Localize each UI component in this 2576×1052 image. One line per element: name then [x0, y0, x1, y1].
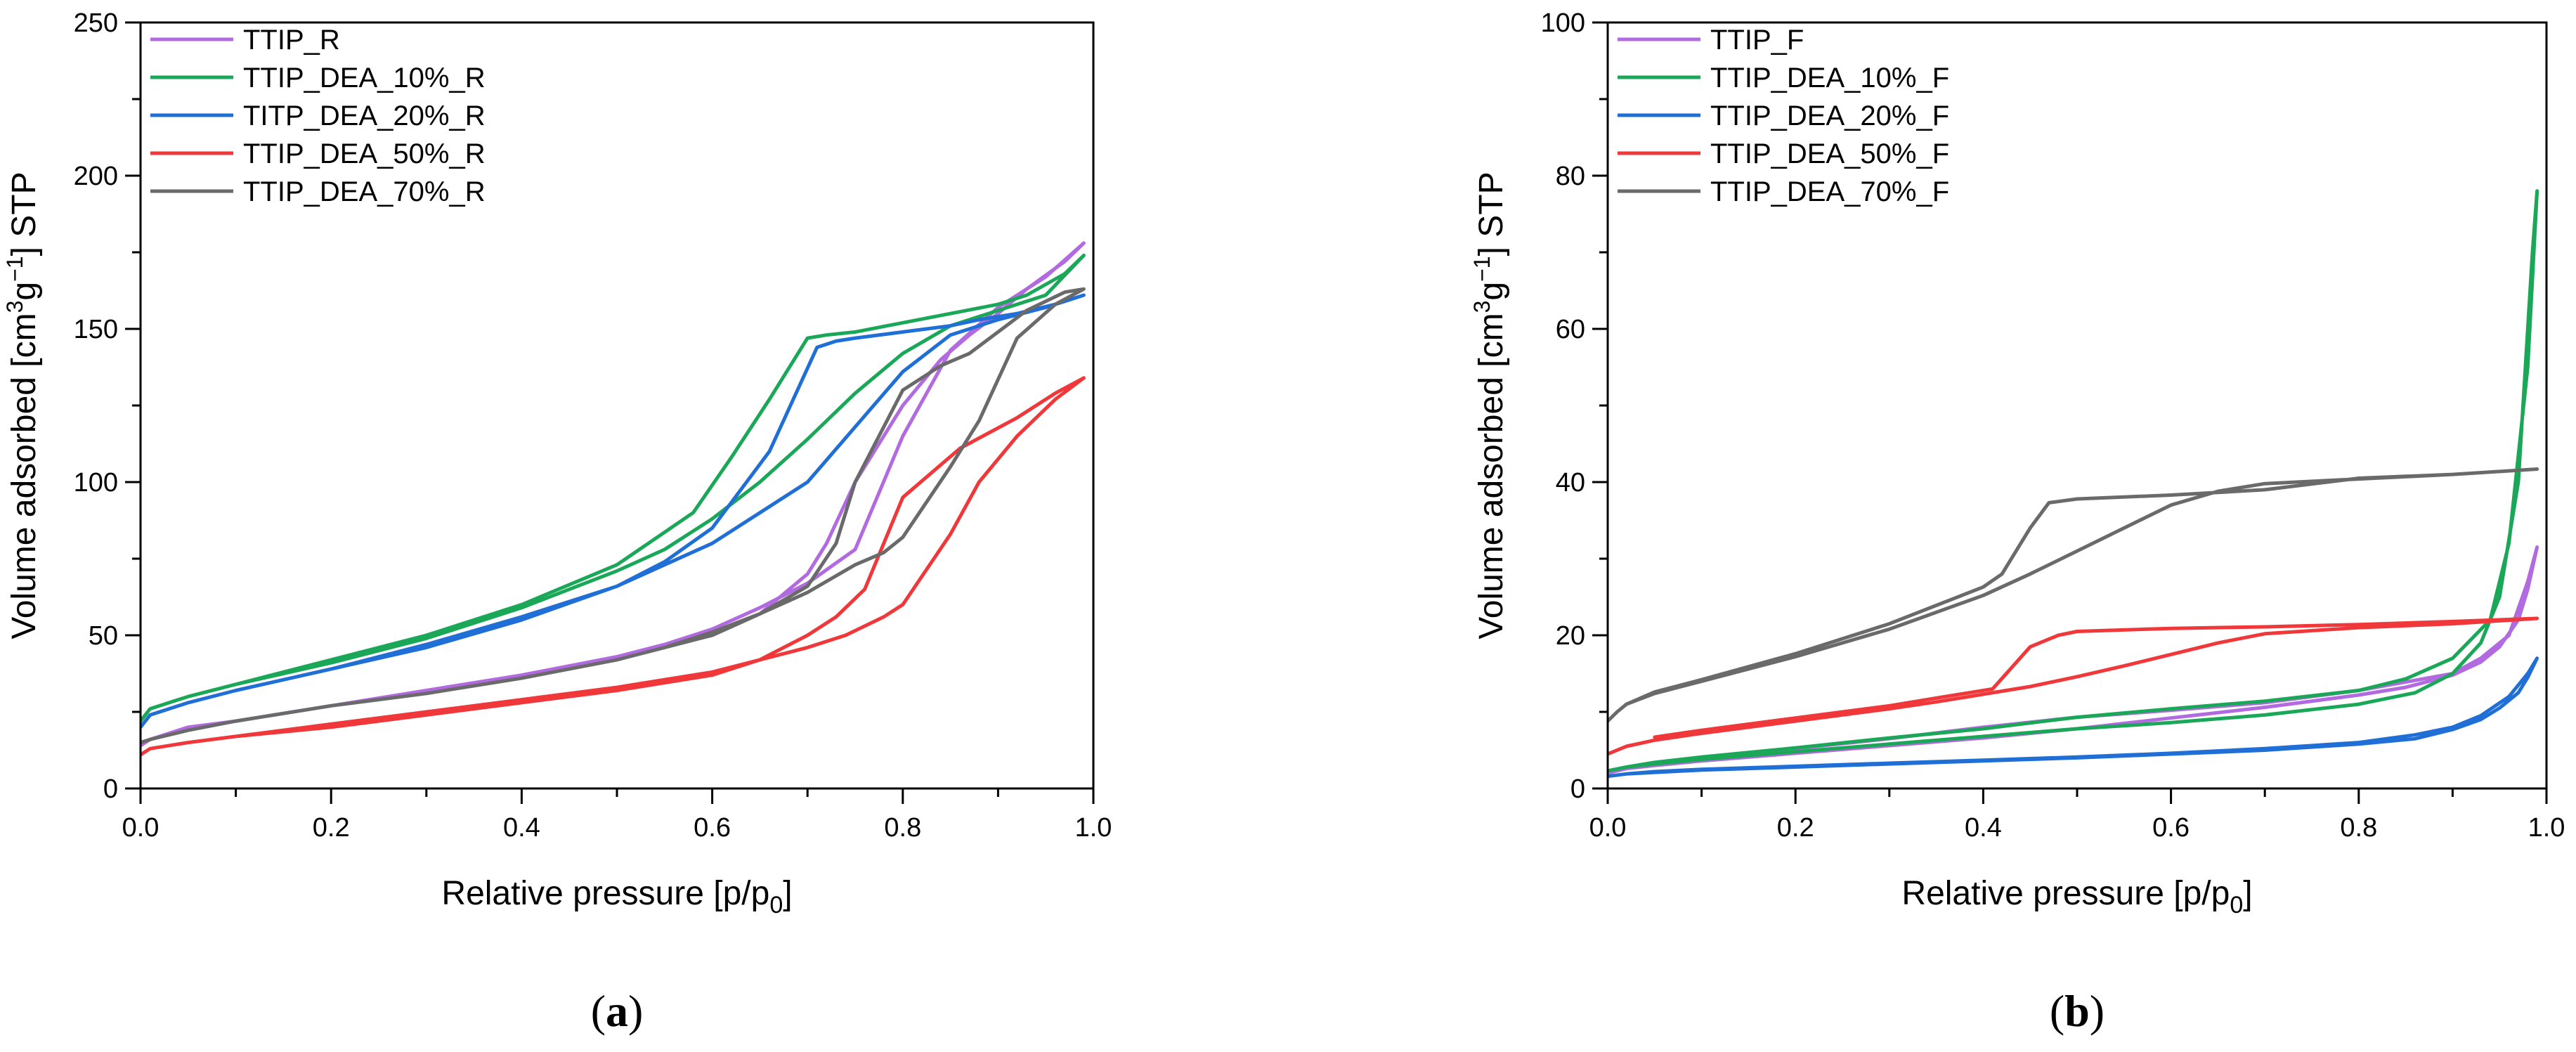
y-tick-label: 250	[74, 8, 118, 38]
x-axis-title: Relative pressure [p/p0]	[1901, 875, 2252, 918]
y-tick-label: 100	[1541, 8, 1585, 38]
chart-panel-a: 0.0 0.2 0.4 0.6 0.8 1.0 0 50 100 150 200 250 Relativ…	[2, 8, 1112, 1036]
series-line-TTIP_DEA_70%_R	[141, 287, 1086, 745]
x-tick-label: 0.8	[2340, 813, 2377, 843]
y-axis-title: Volume adsorbed [cm3g−1] STP	[1469, 171, 1510, 639]
legend-label-TITP_DEA_20%_R: TITP_DEA_20%_R	[243, 100, 486, 131]
legend: TTIP_R TTIP_DEA_10%_R TITP_DEA_20%_R TTIP_D…	[150, 25, 486, 207]
x-axis-title: Relative pressure [p/p0]	[441, 875, 792, 918]
x-tick-label: 0.8	[884, 813, 921, 843]
x-tick-label: 0.0	[1589, 813, 1627, 843]
y-tick-label: 200	[74, 162, 118, 191]
x-tick-label: 0.4	[503, 813, 540, 843]
legend-label-TTIP_DEA_50%_F: TTIP_DEA_50%_F	[1710, 138, 1949, 169]
panel-label: (b)	[2050, 986, 2105, 1036]
y-tick-label: 80	[1556, 162, 1585, 191]
x-tick-label: 1.0	[1075, 813, 1112, 843]
legend-label-TTIP_DEA_20%_F: TTIP_DEA_20%_F	[1710, 100, 1949, 131]
series-line-TTIP_R	[141, 241, 1086, 748]
x-tick-label: 0.4	[1965, 813, 2002, 843]
chart-panel-b: 0.0 0.2 0.4 0.6 0.8 1.0 0 20 40 60 80 100 Relative p…	[1469, 8, 2565, 1036]
y-tick-label: 60	[1556, 315, 1585, 344]
y-tick-label: 100	[74, 468, 118, 498]
legend: TTIP_F TTIP_DEA_10%_F TTIP_DEA_20%_F TTIP_D…	[1618, 25, 1949, 207]
series-group	[141, 241, 1086, 757]
series-line-TTIP_DEA_20%_F	[1608, 656, 2539, 779]
x-tick-label: 0.0	[122, 813, 160, 843]
series-line-TITP_DEA_20%_R	[141, 293, 1086, 729]
y-tick-label: 0	[103, 774, 118, 804]
panel-label: (a)	[591, 986, 644, 1036]
x-tick-label: 0.2	[313, 813, 350, 843]
x-tick-label: 0.6	[2152, 813, 2190, 843]
plot-frame	[1606, 21, 2548, 790]
series-line-TTIP_DEA_10%_R	[141, 253, 1086, 723]
y-tick-label: 0	[1570, 774, 1585, 804]
legend-label-TTIP_DEA_10%_F: TTIP_DEA_10%_F	[1710, 63, 1949, 93]
x-tick-label: 0.2	[1777, 813, 1814, 843]
legend-label-TTIP_DEA_50%_R: TTIP_DEA_50%_R	[243, 138, 486, 169]
legend-label-TTIP_R: TTIP_R	[243, 25, 340, 56]
y-tick-label: 50	[89, 621, 118, 651]
y-tick-label: 20	[1556, 621, 1585, 651]
series-line-TTIP_DEA_10%_F	[1608, 189, 2539, 773]
y-tick-label: 150	[74, 315, 118, 344]
series-line-TTIP_DEA_70%_F	[1608, 467, 2539, 723]
y-tick-label: 40	[1556, 468, 1585, 498]
legend-label-TTIP_DEA_70%_F: TTIP_DEA_70%_F	[1710, 176, 1949, 207]
legend-label-TTIP_DEA_10%_R: TTIP_DEA_10%_R	[243, 63, 486, 93]
y-axis-title: Volume adsorbed [cm3g−1] STP	[2, 171, 43, 639]
x-tick-label: 1.0	[2528, 813, 2565, 843]
series-line-TTIP_DEA_50%_F	[1608, 616, 2539, 756]
legend-label-TTIP_F: TTIP_F	[1710, 25, 1804, 56]
series-group	[1608, 189, 2539, 779]
legend-label-TTIP_DEA_70%_R: TTIP_DEA_70%_R	[243, 176, 486, 207]
series-line-TTIP_DEA_50%_R	[141, 376, 1086, 757]
x-tick-label: 0.6	[694, 813, 731, 843]
